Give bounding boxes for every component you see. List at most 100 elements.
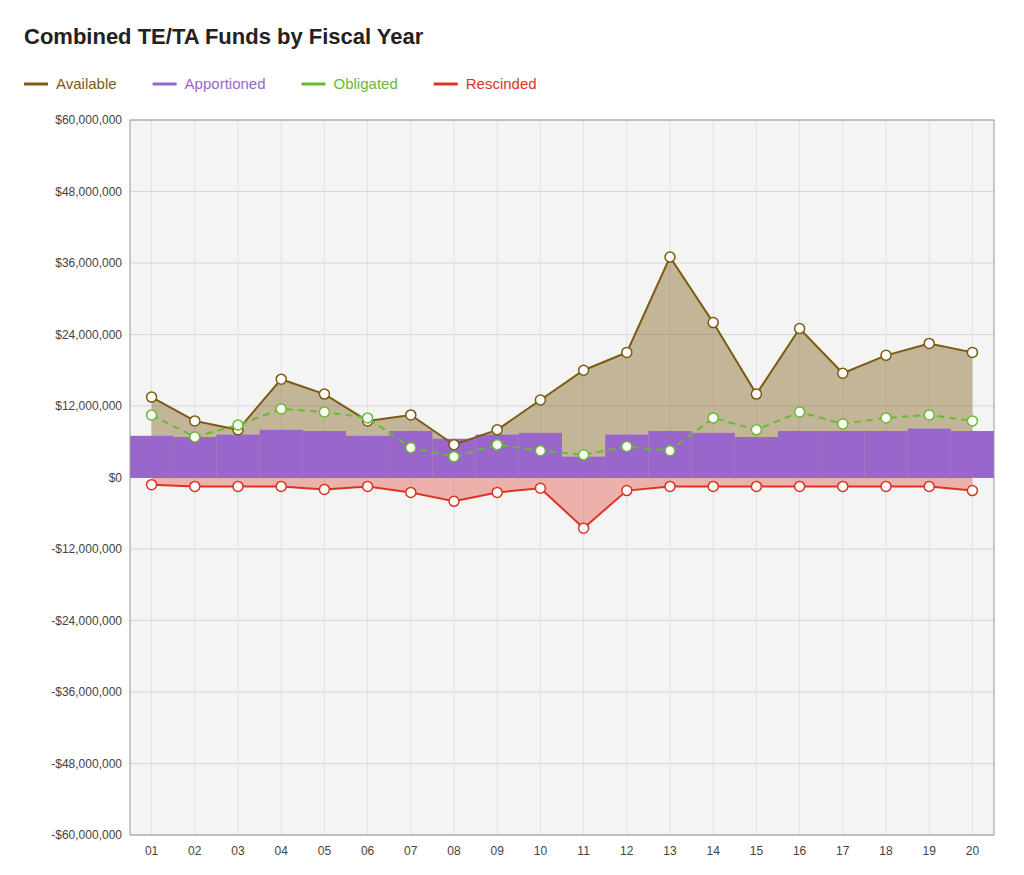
bar xyxy=(173,437,216,478)
marker xyxy=(406,487,416,497)
marker xyxy=(406,410,416,420)
legend-swatch xyxy=(434,83,458,86)
marker xyxy=(535,395,545,405)
marker xyxy=(665,252,675,262)
marker xyxy=(622,486,632,496)
bar xyxy=(821,431,864,477)
marker xyxy=(795,324,805,334)
area xyxy=(152,478,973,529)
x-tick-label: 07 xyxy=(404,844,418,858)
marker xyxy=(319,407,329,417)
bar xyxy=(864,431,907,477)
y-grid-line xyxy=(130,549,994,550)
marker xyxy=(924,481,934,491)
marker xyxy=(579,365,589,375)
x-tick-label: 01 xyxy=(145,844,159,858)
x-tick-label: 12 xyxy=(620,844,634,858)
marker xyxy=(190,432,200,442)
bar xyxy=(432,439,475,478)
y-tick-label: $36,000,000 xyxy=(55,256,122,270)
grid xyxy=(130,120,994,835)
x-tick-label: 18 xyxy=(879,844,893,858)
bar xyxy=(648,431,691,477)
marker xyxy=(492,440,502,450)
marker xyxy=(449,496,459,506)
y-tick-label: $12,000,000 xyxy=(55,399,122,413)
marker xyxy=(449,452,459,462)
marker xyxy=(449,440,459,450)
marker xyxy=(535,483,545,493)
y-tick-label: -$60,000,000 xyxy=(51,828,122,842)
x-tick-label: 15 xyxy=(750,844,764,858)
marker xyxy=(276,404,286,414)
bar xyxy=(130,436,173,478)
marker xyxy=(795,481,805,491)
area-top-layer xyxy=(152,478,973,529)
y-tick-label: $48,000,000 xyxy=(55,185,122,199)
legend: AvailableApportionedObligatedRescinded xyxy=(24,75,537,92)
x-tick-label: 06 xyxy=(361,844,375,858)
legend-swatch xyxy=(153,83,177,86)
marker xyxy=(319,389,329,399)
x-tick-label: 20 xyxy=(966,844,980,858)
legend-swatch xyxy=(302,83,326,86)
bar xyxy=(692,433,735,478)
marker xyxy=(881,413,891,423)
bar xyxy=(389,431,432,477)
marker xyxy=(838,419,848,429)
marker xyxy=(579,450,589,460)
y-tick-label: $0 xyxy=(109,471,123,485)
marker xyxy=(363,481,373,491)
marker xyxy=(751,389,761,399)
legend-label: Apportioned xyxy=(185,75,266,92)
title: Combined TE/TA Funds by Fiscal Year xyxy=(24,24,424,49)
y-grid-line xyxy=(130,191,994,192)
marker xyxy=(838,481,848,491)
bar xyxy=(908,429,951,478)
marker xyxy=(190,416,200,426)
legend-label: Available xyxy=(56,75,117,92)
marker xyxy=(967,486,977,496)
marker xyxy=(276,481,286,491)
marker xyxy=(147,410,157,420)
x-tick-label: 11 xyxy=(577,844,590,858)
x-tick-label: 08 xyxy=(447,844,461,858)
marker xyxy=(967,347,977,357)
y-tick-label: -$36,000,000 xyxy=(51,685,122,699)
x-tick-label: 14 xyxy=(707,844,721,858)
marker xyxy=(492,425,502,435)
marker xyxy=(233,420,243,430)
marker xyxy=(967,416,977,426)
plot-frame xyxy=(130,120,994,835)
marker xyxy=(665,481,675,491)
x-tick-label: 13 xyxy=(663,844,677,858)
y-grid-line xyxy=(130,620,994,621)
x-tick-label: 16 xyxy=(793,844,807,858)
y-tick-label: $24,000,000 xyxy=(55,328,122,342)
bar xyxy=(735,437,778,478)
marker xyxy=(147,392,157,402)
marker xyxy=(924,410,934,420)
bar xyxy=(951,431,994,477)
marker xyxy=(881,350,891,360)
marker xyxy=(233,481,243,491)
y-tick-label: $60,000,000 xyxy=(55,113,122,127)
bar xyxy=(346,436,389,478)
marker xyxy=(579,523,589,533)
marks xyxy=(130,252,994,533)
marker xyxy=(535,446,545,456)
legend-swatch xyxy=(24,83,48,86)
bar xyxy=(216,435,259,478)
marker xyxy=(881,481,891,491)
line xyxy=(152,485,973,528)
marker xyxy=(147,480,157,490)
x-tick-label: 05 xyxy=(318,844,332,858)
marker xyxy=(708,318,718,328)
marker xyxy=(708,481,718,491)
marker xyxy=(319,484,329,494)
x-tick-label: 17 xyxy=(836,844,850,858)
marker xyxy=(492,487,502,497)
y-grid-line xyxy=(130,334,994,335)
y-tick-label: -$24,000,000 xyxy=(51,614,122,628)
y-grid-line xyxy=(130,263,994,264)
